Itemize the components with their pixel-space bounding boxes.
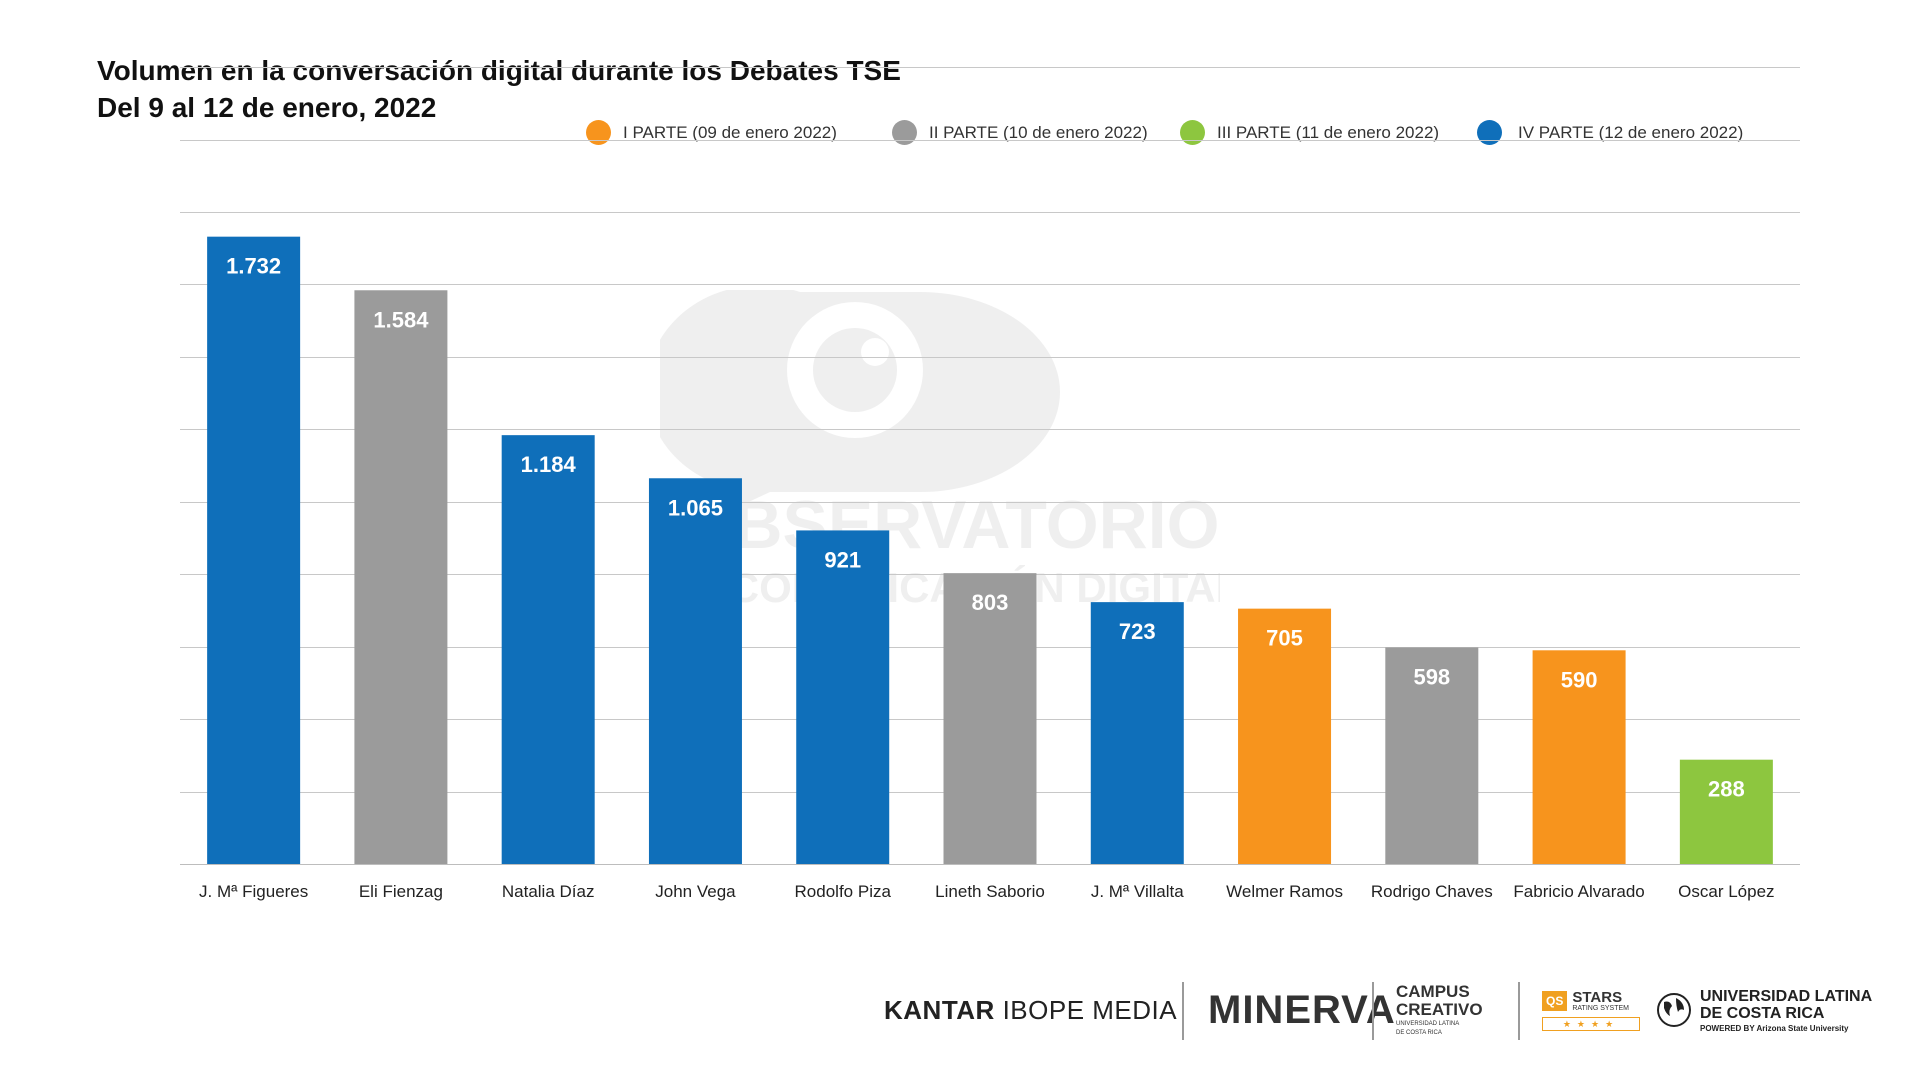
watermark-observatorio-logo: OBSERVATORIO DE COMUNICACIÓN DIGITAL: [660, 290, 1220, 611]
campus-logo-line2: CREATIVO: [1396, 1000, 1483, 1019]
kantar-logo-bold: KANTAR: [884, 994, 995, 1025]
campus-logo-line1: CAMPUS: [1396, 982, 1470, 1001]
legend-label: IV PARTE (12 de enero 2022): [1518, 122, 1744, 142]
bar-value-label: 1.732: [226, 254, 281, 279]
bar: [501, 435, 595, 864]
x-tick-label: Rodrigo Chaves: [1371, 882, 1493, 901]
ulatina-logo: UNIVERSIDAD LATINA DE COSTA RICA POWERED…: [1656, 980, 1872, 1040]
bar-value-label: 723: [1119, 619, 1156, 644]
chart-title-line1: Volumen en la conversación digital duran…: [97, 55, 901, 86]
bar-value-label: 1.584: [373, 307, 429, 332]
minerva-logo-text: MINERVA: [1208, 987, 1396, 1032]
x-tick-label: Welmer Ramos: [1226, 882, 1343, 901]
x-tick-label: Oscar López: [1678, 882, 1774, 901]
x-tick-label: Natalia Díaz: [502, 882, 595, 901]
bar-value-label: 803: [972, 590, 1009, 615]
chart-title: Volumen en la conversación digital duran…: [97, 52, 901, 126]
footer-divider: [1372, 982, 1374, 1040]
ulatina-line2: DE COSTA RICA: [1700, 1004, 1825, 1022]
footer-divider: [1182, 982, 1184, 1040]
x-tick-label: Lineth Saborio: [935, 882, 1045, 901]
bar: [796, 530, 890, 864]
bar-value-label: 590: [1561, 667, 1598, 692]
footer-divider: [1518, 982, 1520, 1040]
x-tick-label: Fabricio Alvarado: [1513, 882, 1644, 901]
legend-label: I PARTE (09 de enero 2022): [623, 122, 837, 142]
x-tick-label: J. Mª Villalta: [1091, 882, 1184, 901]
chart-title-line2: Del 9 al 12 de enero, 2022: [97, 92, 437, 123]
campus-logo-sub2: DE COSTA RICA: [1396, 1030, 1442, 1036]
kantar-logo-rest: IBOPE MEDIA: [1002, 994, 1178, 1025]
minerva-logo: MINERVA: [1208, 980, 1396, 1040]
bar-value-label: 1.065: [668, 495, 723, 520]
globe-icon: [1657, 993, 1691, 1027]
watermark-line1: OBSERVATORIO: [680, 487, 1219, 563]
campus-creativo-logo: CAMPUS CREATIVO UNIVERSIDAD LATINA DE CO…: [1396, 980, 1483, 1040]
bar: [354, 290, 448, 864]
x-tick-label: Rodolfo Piza: [795, 882, 892, 901]
bar: [1090, 602, 1184, 864]
bar-value-label: 288: [1708, 777, 1745, 802]
x-tick-label: Eli Fienzag: [359, 882, 443, 901]
bar-value-label: 1.184: [521, 452, 577, 477]
qs-rating-text: RATING SYSTEM: [1572, 1004, 1629, 1012]
legend-label: II PARTE (10 de enero 2022): [929, 122, 1148, 142]
qs-star-strip-icon: ★★★★: [1542, 1016, 1640, 1031]
legend-label: III PARTE (11 de enero 2022): [1217, 122, 1440, 142]
bar: [648, 478, 742, 864]
bar-value-label: 598: [1413, 664, 1450, 689]
bar: [1532, 650, 1626, 864]
x-tick-label: John Vega: [655, 882, 736, 901]
bar: [1385, 647, 1479, 864]
ulatina-line1: UNIVERSIDAD LATINA: [1700, 987, 1873, 1005]
x-tick-label: J. Mª Figueres: [199, 882, 308, 901]
bar-value-label: 921: [824, 547, 861, 572]
qs-stars-text: STARS: [1572, 988, 1623, 1006]
bar-chart: 1.732 J. Mª Figueres 1.584 Eli Fienzag 1.184…: [180, 67, 1800, 901]
ulatina-powered: POWERED BY Arizona State University: [1700, 1023, 1849, 1033]
bar: [943, 573, 1037, 864]
kantar-ibope-logo: KANTAR IBOPE MEDIA: [884, 980, 1177, 1040]
bar-value-label: 705: [1266, 626, 1303, 651]
bar: [1238, 608, 1332, 864]
bar: [1679, 759, 1773, 864]
bar: [207, 236, 301, 864]
qs-stars-logo: QS STARS RATING SYSTEM ★★★★: [1542, 980, 1640, 1040]
campus-logo-sub1: UNIVERSIDAD LATINA: [1396, 1021, 1460, 1027]
qs-badge: QS: [1542, 990, 1568, 1011]
